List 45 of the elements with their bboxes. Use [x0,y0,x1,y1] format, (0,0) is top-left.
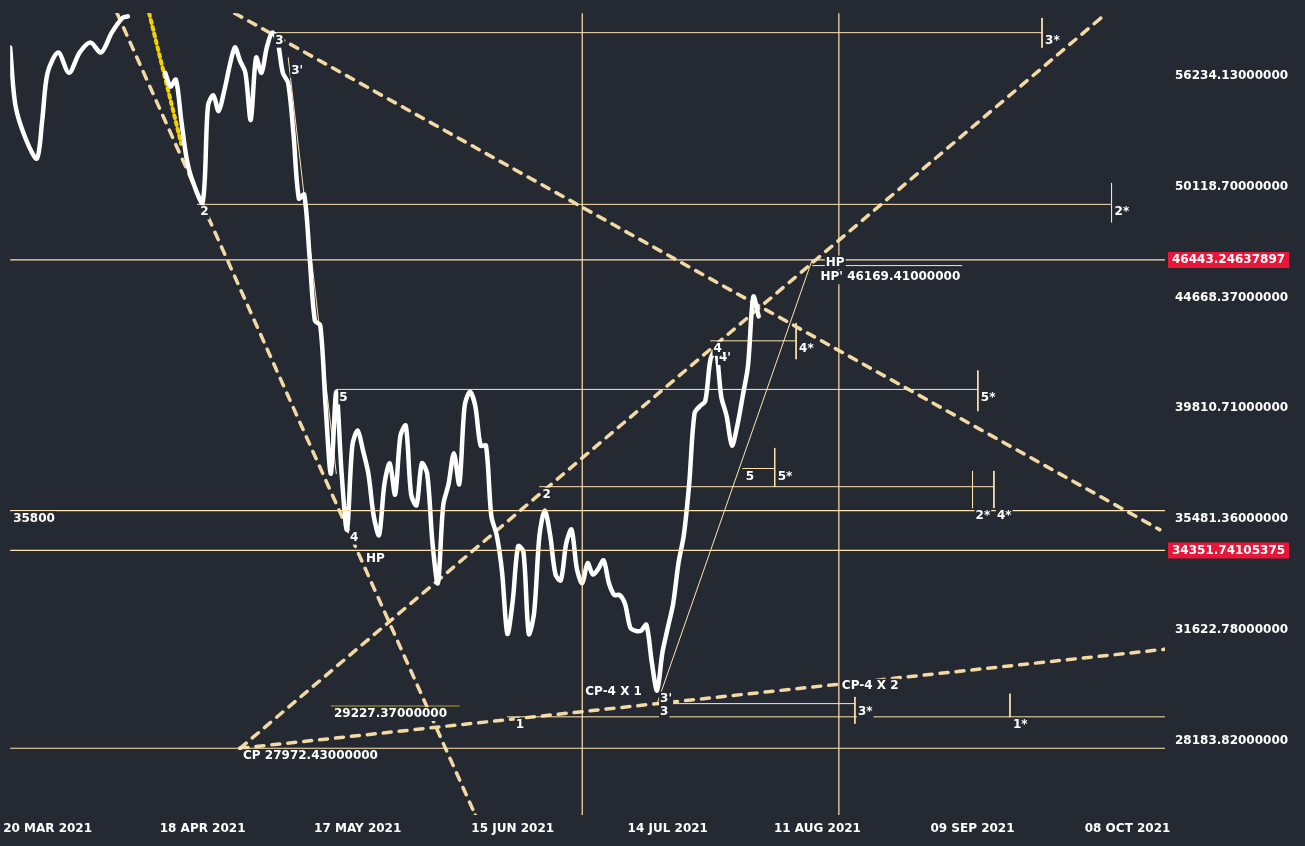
annotation: 2 [542,486,551,501]
annotation: 35800 [13,510,55,525]
y-tick-label: 31622.78000000 [1175,622,1289,637]
ref-line-label: 34351.74105375 [1172,542,1286,557]
y-tick-label: 28183.82000000 [1175,733,1289,748]
x-tick-label: 09 SEP 2021 [930,821,1015,836]
annotation: 3 [660,703,669,718]
annotation: 5 [339,389,348,404]
annotation: 1* [1012,716,1029,731]
y-tick-label: 44668.37000000 [1175,289,1289,304]
annotation: 5 [745,468,754,483]
annotation: 3' [291,62,304,77]
x-tick-label: 18 APR 2021 [159,821,246,836]
annotation: HP [825,254,845,269]
annotation: 3' [660,690,673,705]
annotation: 5* [980,389,997,404]
x-tick-label: 11 AUG 2021 [774,821,861,836]
y-tick-label: 56234.13000000 [1175,67,1289,82]
annotation: 4* [799,340,815,355]
annotation: 4 [349,529,359,544]
y-tick-label: 50118.70000000 [1175,178,1289,193]
x-tick-label: 20 MAR 2021 [3,821,93,836]
annotation: 3* [857,703,874,718]
x-tick-label: 08 OCT 2021 [1084,821,1171,836]
annotation: 2* [1114,204,1130,219]
x-tick-label: 17 MAY 2021 [314,821,402,836]
annotation: 4* [996,508,1013,523]
annotation: HP' 46169.41000000 [820,269,961,284]
annotation: HP [366,550,386,565]
annotation: CP-4 X 1 [585,684,642,699]
annotation: 2* [975,508,991,523]
annotation: 4 [713,340,722,355]
annotation: 3* [1045,32,1061,47]
ref-line-label: 46443.24637897 [1172,252,1286,267]
annotation: CP 27972.43000000 [243,748,378,763]
annotation: 3 [275,32,284,47]
annotation: 5* [777,468,794,483]
x-tick-label: 14 JUL 2021 [627,821,708,836]
x-tick-label: 15 JUN 2021 [471,821,555,836]
annotation: 1 [515,716,525,731]
annotation: 2 [200,204,209,219]
y-tick-label: 39810.71000000 [1175,400,1289,415]
y-tick-label: 35481.36000000 [1175,511,1289,526]
annotation: 29227.37000000 [333,706,448,721]
annotation: CP-4 X 2 [841,677,899,692]
